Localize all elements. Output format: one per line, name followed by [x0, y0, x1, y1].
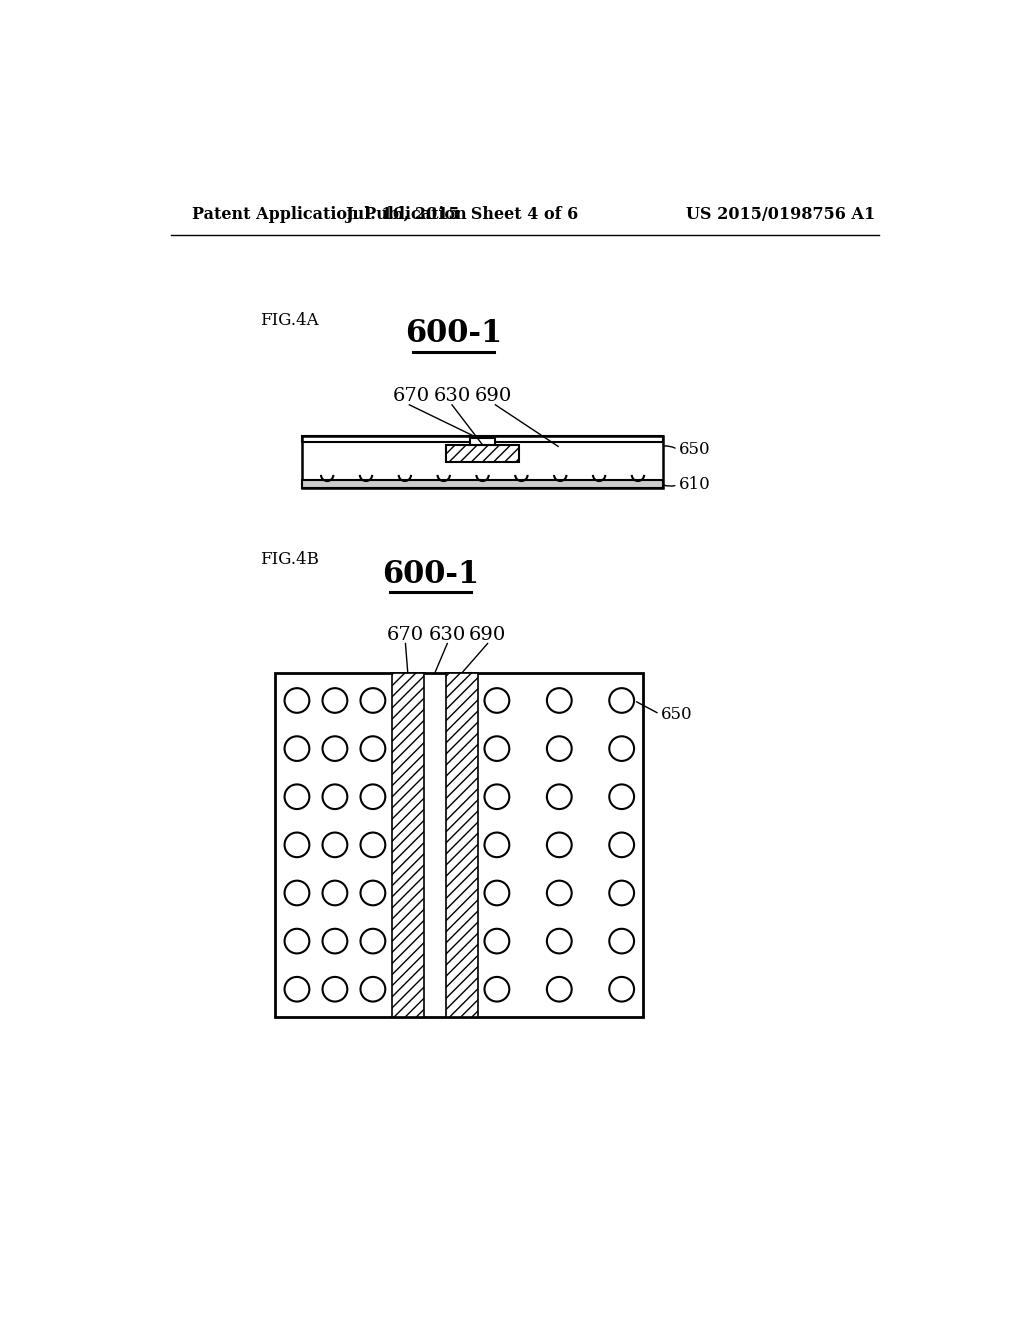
- Text: US 2015/0198756 A1: US 2015/0198756 A1: [686, 206, 876, 223]
- Text: Patent Application Publication: Patent Application Publication: [193, 206, 467, 223]
- Bar: [470, 438, 495, 445]
- Bar: [445, 445, 519, 462]
- Text: FIG.4A: FIG.4A: [260, 313, 318, 330]
- Text: 630: 630: [433, 387, 471, 405]
- Text: 670: 670: [392, 387, 429, 405]
- Bar: [391, 673, 424, 1016]
- Text: 690: 690: [475, 387, 512, 405]
- Text: 610: 610: [679, 477, 711, 494]
- Text: 690: 690: [469, 626, 506, 644]
- Text: 600-1: 600-1: [404, 318, 502, 350]
- Text: Jul. 16, 2015  Sheet 4 of 6: Jul. 16, 2015 Sheet 4 of 6: [345, 206, 578, 223]
- Text: 650: 650: [662, 706, 693, 722]
- Bar: [445, 673, 478, 1016]
- Text: 650: 650: [679, 441, 711, 458]
- Bar: [302, 436, 663, 442]
- Text: FIG.4B: FIG.4B: [260, 552, 318, 568]
- Bar: [275, 673, 643, 1016]
- Bar: [302, 436, 663, 488]
- Text: 630: 630: [429, 626, 466, 644]
- Text: 600-1: 600-1: [382, 558, 479, 590]
- Bar: [302, 480, 663, 488]
- Text: 670: 670: [387, 626, 424, 644]
